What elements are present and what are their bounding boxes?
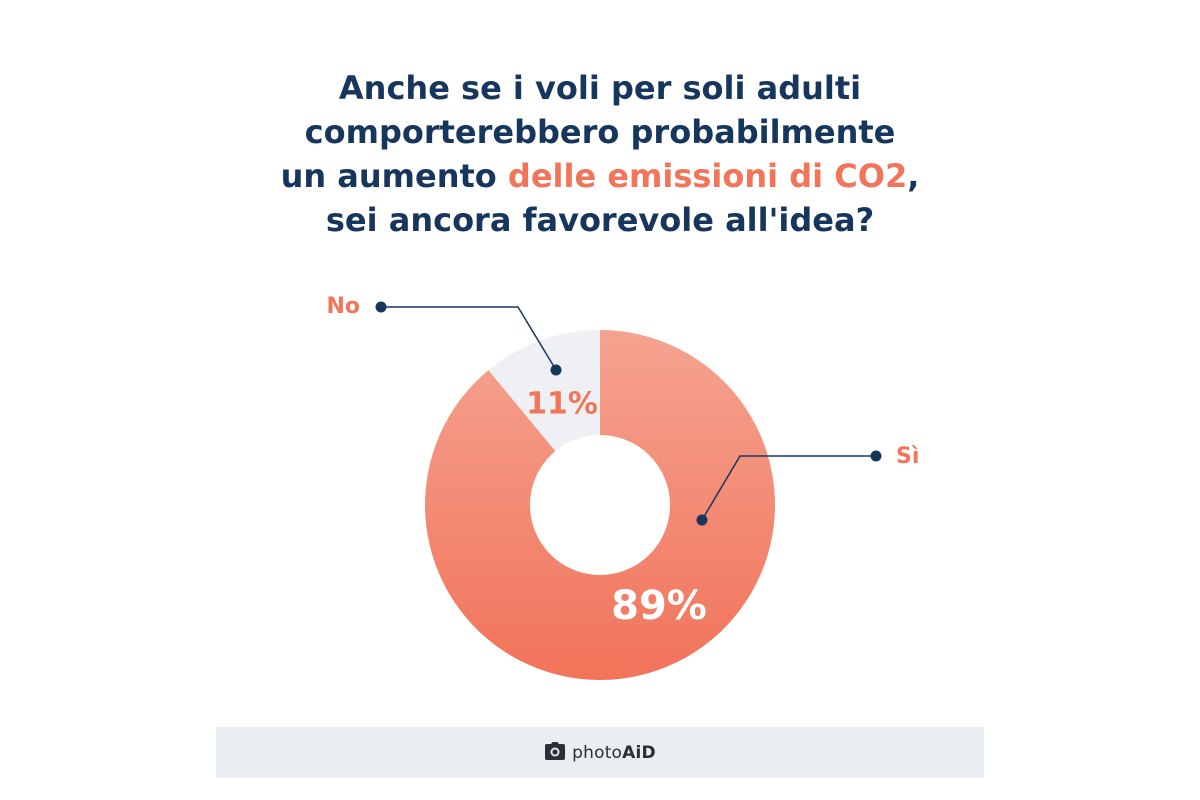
brand-prefix: photo: [572, 742, 623, 763]
brand-logo: photoAiD: [544, 741, 656, 765]
title-line-3-end: ,: [907, 157, 920, 195]
chart-title: Anche se i voli per soli adulti comporte…: [0, 66, 1200, 242]
brand-suffix: AiD: [622, 742, 656, 763]
camera-icon: [544, 741, 566, 765]
leader-dot: [696, 514, 708, 526]
title-highlight: delle emissioni di CO2: [507, 157, 908, 195]
title-line-4: sei ancora favorevole all'idea?: [325, 201, 875, 239]
leader-line-no: [381, 306, 557, 371]
slice-no: [488, 330, 600, 452]
value-label-no: 11%: [526, 387, 598, 422]
title-line-1: Anche se i voli per soli adulti: [338, 69, 862, 107]
leader-dot: [870, 450, 882, 462]
category-label-no: No: [326, 294, 360, 319]
leader-dot: [550, 364, 562, 376]
leader-line-si: [701, 455, 876, 521]
brand-name: photoAiD: [572, 743, 656, 763]
slice-si: [425, 330, 775, 681]
category-label-si: Sì: [896, 444, 919, 469]
leader-dot: [375, 301, 387, 313]
footer-bar: photoAiD: [216, 727, 984, 778]
title-line-3-start: un aumento: [280, 157, 508, 195]
title-line-2: comporterebbero probabilmente: [304, 113, 896, 151]
value-label-si: 89%: [611, 583, 707, 629]
